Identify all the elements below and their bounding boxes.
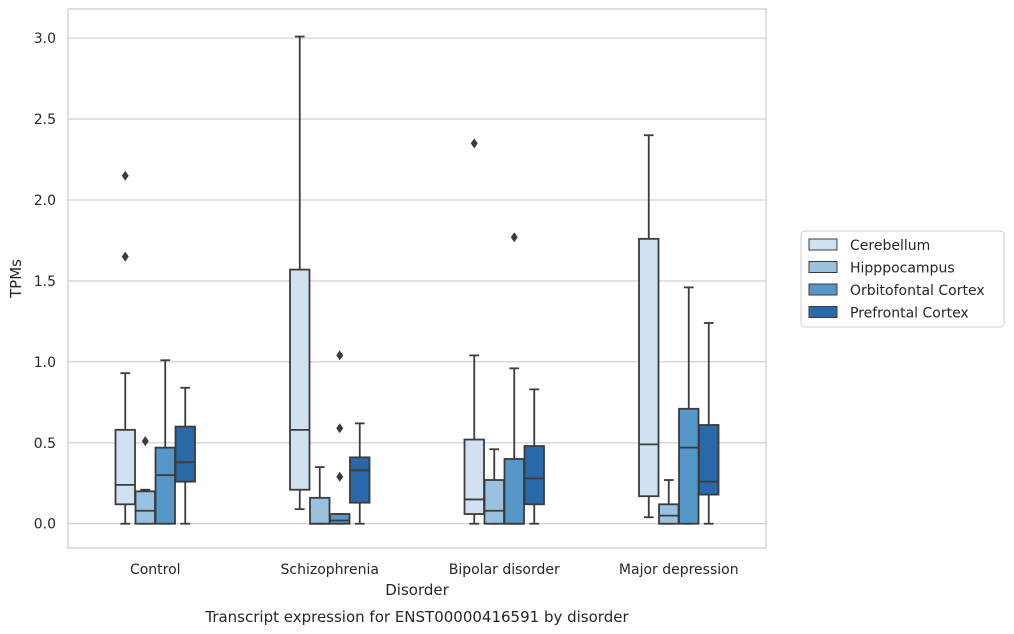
box xyxy=(114,428,136,506)
box-plot-marks xyxy=(114,35,720,525)
legend-swatch xyxy=(808,283,838,296)
box-orbitofontal-cortex xyxy=(329,350,351,525)
box xyxy=(154,446,176,525)
x-axis-label: Disorder xyxy=(385,581,449,599)
outlier-point xyxy=(470,138,478,149)
legend-swatch xyxy=(808,261,838,273)
y-tick-label: 1.5 xyxy=(34,274,56,290)
box xyxy=(698,424,720,496)
box xyxy=(174,425,196,483)
outlier-point xyxy=(510,232,518,243)
y-tick-label: 0.0 xyxy=(34,517,56,533)
box-hipppocampus xyxy=(658,479,680,525)
box-prefrontal-cortex xyxy=(523,388,545,525)
x-tick-label: Bipolar disorder xyxy=(449,562,560,578)
box xyxy=(349,456,371,504)
legend-label: Cerebellum xyxy=(850,238,930,254)
box xyxy=(309,496,331,525)
box xyxy=(523,445,545,506)
box-hipppocampus xyxy=(483,448,505,525)
outlier-point xyxy=(336,423,344,434)
chart-caption: Transcript expression for ENST0000041659… xyxy=(204,608,629,626)
outlier-point xyxy=(121,170,129,181)
box xyxy=(463,438,485,515)
y-tick-label: 0.5 xyxy=(34,436,56,452)
plot-frame xyxy=(67,8,767,549)
y-tick-label: 2.0 xyxy=(34,193,56,209)
box-cerebellum xyxy=(638,134,660,519)
legend-label: Prefrontal Cortex xyxy=(850,306,969,322)
box-cerebellum xyxy=(463,138,485,525)
box-orbitofontal-cortex xyxy=(678,286,700,525)
box xyxy=(678,407,700,525)
box xyxy=(329,513,351,525)
box-prefrontal-cortex xyxy=(174,386,196,525)
box xyxy=(289,268,311,491)
legend-swatch xyxy=(808,238,838,251)
box-hipppocampus xyxy=(309,466,331,525)
outlier-point xyxy=(336,471,344,482)
y-tick-label: 1.0 xyxy=(34,355,56,371)
box xyxy=(503,458,525,525)
box-orbitofontal-cortex xyxy=(154,359,176,525)
box-hipppocampus xyxy=(134,436,156,525)
y-axis-ticks: 0.0 0.5 1.0 1.5 2.0 2.5 3.0 xyxy=(34,31,56,533)
box xyxy=(658,503,680,525)
y-axis-label: TPMs xyxy=(7,259,25,299)
x-tick-label: Schizophrenia xyxy=(281,562,379,578)
box-orbitofontal-cortex xyxy=(503,232,525,525)
box xyxy=(483,479,505,525)
x-tick-label: Control xyxy=(130,562,181,578)
y-tick-label: 3.0 xyxy=(34,31,56,47)
box xyxy=(134,490,156,525)
box-prefrontal-cortex xyxy=(349,422,371,525)
x-tick-label: Major depression xyxy=(619,562,739,578)
legend-box xyxy=(800,230,1005,328)
box-prefrontal-cortex xyxy=(698,322,720,525)
outlier-point xyxy=(336,350,344,361)
legend-swatch xyxy=(808,306,838,318)
legend-label: Orbitofontal Cortex xyxy=(850,283,985,299)
outlier-point xyxy=(121,251,129,262)
box xyxy=(638,237,660,498)
box-cerebellum xyxy=(114,170,136,525)
legend-label: Hipppocampus xyxy=(850,261,955,277)
x-axis-ticks: Control Schizophrenia Bipolar disorder Majo… xyxy=(130,562,739,578)
box-cerebellum xyxy=(289,35,311,511)
outlier-point xyxy=(141,436,149,447)
y-tick-label: 2.5 xyxy=(34,112,56,128)
legend: Cerebellum Hipppocampus Orbitofontal Corte… xyxy=(800,230,1005,328)
